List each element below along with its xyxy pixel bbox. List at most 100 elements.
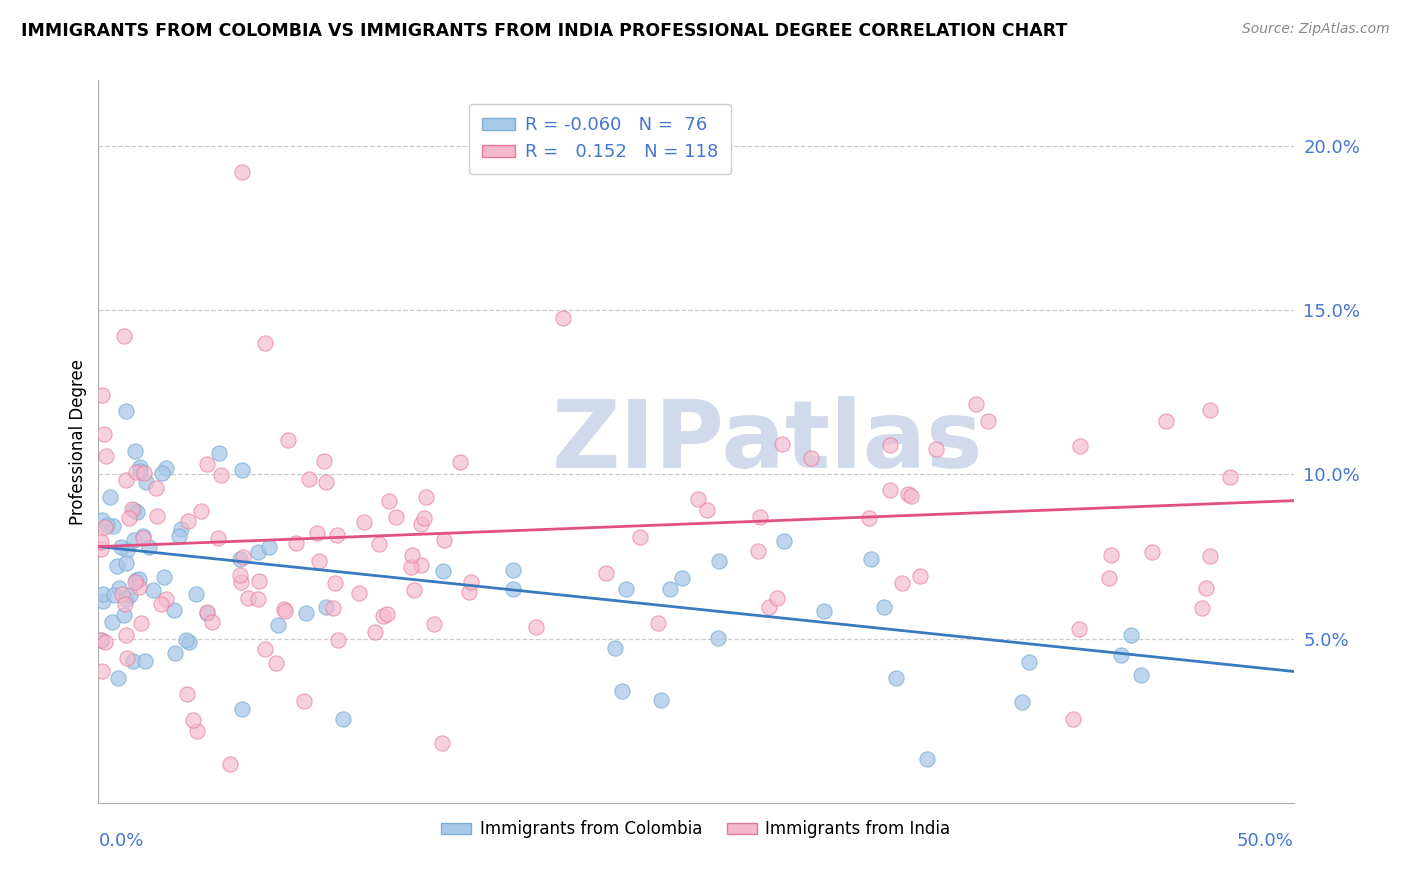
- Point: [595, 566, 617, 580]
- Point: [1111, 648, 1133, 663]
- Point: [747, 544, 769, 558]
- Point: [231, 463, 253, 477]
- Point: [799, 450, 821, 465]
- Point: [132, 531, 155, 545]
- Point: [128, 580, 150, 594]
- Point: [90, 664, 112, 678]
- Point: [184, 586, 207, 600]
- Point: [107, 581, 129, 595]
- Point: [231, 574, 253, 589]
- Point: [603, 641, 626, 656]
- Point: [328, 633, 350, 648]
- Point: [432, 736, 454, 750]
- Point: [813, 604, 835, 618]
- Point: [124, 443, 146, 458]
- Point: [1191, 601, 1213, 615]
- Point: [915, 752, 938, 766]
- Point: [409, 517, 432, 532]
- Point: [1099, 548, 1122, 562]
- Point: [686, 492, 709, 507]
- Point: [127, 505, 149, 519]
- Point: [247, 574, 270, 589]
- Point: [707, 631, 730, 645]
- Point: [457, 585, 479, 599]
- Point: [163, 603, 186, 617]
- Point: [155, 461, 177, 475]
- Point: [977, 414, 1000, 428]
- Point: [125, 465, 148, 479]
- Point: [155, 592, 177, 607]
- Point: [112, 329, 135, 343]
- Point: [125, 574, 148, 588]
- Point: [858, 511, 880, 525]
- Point: [628, 529, 651, 543]
- Point: [165, 646, 187, 660]
- Text: ZIPatlas: ZIPatlas: [553, 395, 983, 488]
- Point: [142, 583, 165, 598]
- Point: [111, 586, 134, 600]
- Legend: Immigrants from Colombia, Immigrants from India: Immigrants from Colombia, Immigrants fro…: [434, 814, 957, 845]
- Point: [135, 475, 157, 489]
- Point: [229, 568, 252, 582]
- Point: [312, 454, 335, 468]
- Point: [433, 533, 456, 548]
- Point: [322, 600, 344, 615]
- Point: [94, 520, 117, 534]
- Point: [121, 502, 143, 516]
- Point: [93, 426, 115, 441]
- Point: [177, 514, 200, 528]
- Point: [232, 550, 254, 565]
- Point: [1199, 549, 1222, 564]
- Point: [364, 625, 387, 640]
- Point: [411, 558, 433, 573]
- Point: [413, 510, 436, 524]
- Point: [266, 656, 288, 670]
- Point: [195, 457, 218, 471]
- Point: [378, 493, 401, 508]
- Point: [908, 568, 931, 582]
- Point: [103, 589, 125, 603]
- Y-axis label: Professional Degree: Professional Degree: [69, 359, 87, 524]
- Point: [174, 633, 197, 648]
- Point: [195, 606, 218, 620]
- Point: [1011, 695, 1033, 709]
- Point: [253, 336, 276, 351]
- Point: [91, 594, 114, 608]
- Point: [401, 548, 423, 562]
- Point: [502, 582, 524, 597]
- Point: [195, 605, 218, 619]
- Point: [114, 608, 136, 623]
- Point: [114, 592, 136, 607]
- Point: [658, 582, 681, 596]
- Point: [285, 536, 308, 550]
- Point: [671, 571, 693, 585]
- Text: 50.0%: 50.0%: [1237, 831, 1294, 850]
- Point: [146, 509, 169, 524]
- Point: [1198, 403, 1220, 417]
- Point: [247, 544, 270, 558]
- Point: [90, 535, 112, 549]
- Point: [266, 618, 288, 632]
- Point: [298, 472, 321, 486]
- Point: [124, 574, 146, 589]
- Point: [149, 597, 172, 611]
- Point: [170, 522, 193, 536]
- Point: [610, 683, 633, 698]
- Point: [748, 509, 770, 524]
- Text: Source: ZipAtlas.com: Source: ZipAtlas.com: [1241, 22, 1389, 37]
- Point: [371, 608, 394, 623]
- Point: [925, 442, 948, 457]
- Point: [183, 713, 205, 727]
- Point: [186, 724, 208, 739]
- Point: [1067, 622, 1090, 636]
- Point: [1142, 544, 1164, 558]
- Point: [90, 388, 112, 402]
- Point: [229, 552, 252, 566]
- Point: [614, 582, 637, 596]
- Point: [201, 615, 224, 629]
- Point: [295, 606, 318, 620]
- Text: 0.0%: 0.0%: [98, 831, 143, 850]
- Point: [524, 620, 547, 634]
- Point: [770, 436, 793, 450]
- Point: [897, 487, 920, 501]
